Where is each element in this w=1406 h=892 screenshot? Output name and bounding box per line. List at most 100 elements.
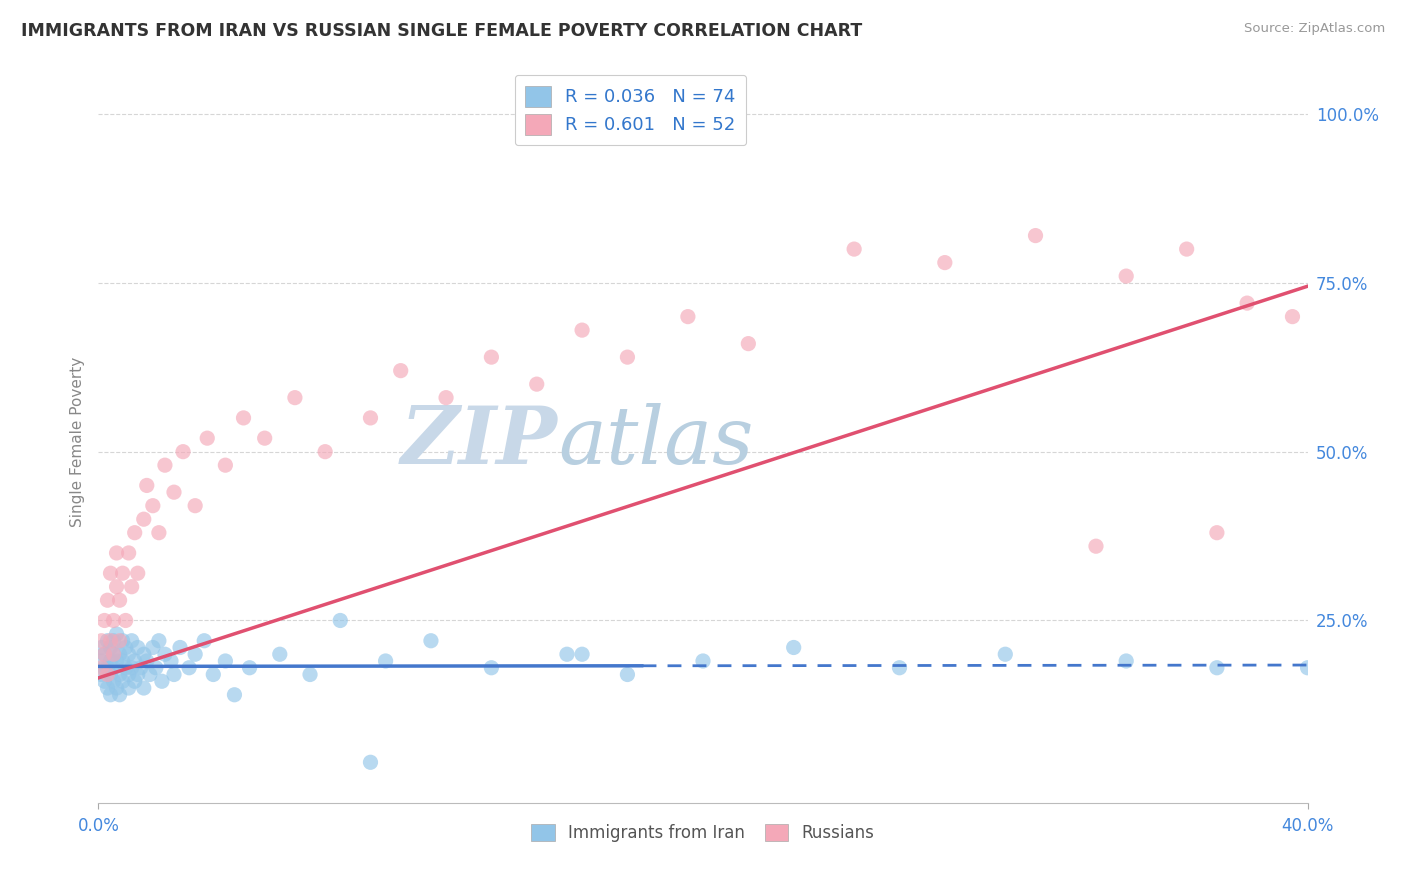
Point [374, 654, 396, 668]
Point [153, 647, 176, 661]
Point [90, 667, 112, 681]
Point [114, 640, 136, 655]
Point [93, 614, 115, 628]
Point [571, 323, 593, 337]
Point [103, 647, 125, 661]
Point [214, 458, 236, 472]
Legend: Immigrants from Iran, Russians: Immigrants from Iran, Russians [524, 817, 882, 848]
Point [253, 431, 276, 445]
Point [193, 633, 215, 648]
Point [692, 654, 714, 668]
Point [127, 566, 149, 581]
Text: ZIP: ZIP [401, 403, 558, 480]
Point [150, 674, 173, 689]
Point [420, 633, 443, 648]
Point [269, 647, 291, 661]
Point [127, 667, 149, 681]
Point [121, 580, 143, 594]
Point [90, 654, 112, 668]
Point [1175, 242, 1198, 256]
Point [1206, 525, 1229, 540]
Point [100, 654, 122, 668]
Point [1296, 661, 1319, 675]
Point [132, 647, 155, 661]
Point [1236, 296, 1258, 310]
Y-axis label: Single Female Poverty: Single Female Poverty [69, 357, 84, 526]
Point [121, 633, 143, 648]
Point [108, 647, 131, 661]
Point [132, 512, 155, 526]
Point [100, 633, 122, 648]
Point [169, 640, 191, 655]
Point [314, 444, 336, 458]
Point [108, 633, 131, 648]
Point [111, 674, 134, 689]
Point [124, 654, 146, 668]
Point [1085, 539, 1108, 553]
Point [103, 614, 125, 628]
Text: Source: ZipAtlas.com: Source: ZipAtlas.com [1244, 22, 1385, 36]
Point [100, 566, 122, 581]
Point [90, 661, 112, 675]
Point [96, 661, 118, 675]
Point [96, 681, 118, 695]
Point [232, 411, 254, 425]
Point [389, 364, 412, 378]
Point [111, 654, 134, 668]
Point [148, 525, 170, 540]
Point [202, 667, 225, 681]
Point [96, 593, 118, 607]
Point [100, 640, 122, 655]
Point [90, 640, 112, 655]
Point [145, 661, 167, 675]
Point [889, 661, 911, 675]
Point [616, 667, 638, 681]
Point [160, 654, 183, 668]
Point [96, 667, 118, 681]
Point [329, 614, 352, 628]
Point [93, 647, 115, 661]
Point [148, 633, 170, 648]
Text: atlas: atlas [558, 403, 754, 480]
Point [481, 350, 503, 364]
Point [93, 674, 115, 689]
Point [118, 681, 141, 695]
Point [103, 647, 125, 661]
Point [93, 661, 115, 675]
Point [224, 688, 246, 702]
Point [118, 647, 141, 661]
Point [934, 255, 956, 269]
Point [103, 674, 125, 689]
Point [105, 546, 128, 560]
Point [103, 633, 125, 648]
Point [284, 391, 307, 405]
Point [555, 647, 578, 661]
Point [96, 633, 118, 648]
Point [135, 654, 157, 668]
Point [783, 640, 806, 655]
Point [129, 661, 152, 675]
Point [142, 499, 165, 513]
Point [172, 444, 194, 458]
Point [108, 593, 131, 607]
Point [481, 661, 503, 675]
Point [184, 647, 207, 661]
Point [163, 667, 186, 681]
Point [108, 667, 131, 681]
Point [153, 458, 176, 472]
Point [121, 661, 143, 675]
Point [1206, 661, 1229, 675]
Point [195, 431, 218, 445]
Point [360, 411, 382, 425]
Point [105, 627, 128, 641]
Point [111, 633, 134, 648]
Point [105, 681, 128, 695]
Point [118, 667, 141, 681]
Point [1115, 654, 1137, 668]
Point [100, 667, 122, 681]
Point [163, 485, 186, 500]
Point [105, 580, 128, 594]
Point [1024, 228, 1046, 243]
Point [139, 667, 162, 681]
Point [100, 688, 122, 702]
